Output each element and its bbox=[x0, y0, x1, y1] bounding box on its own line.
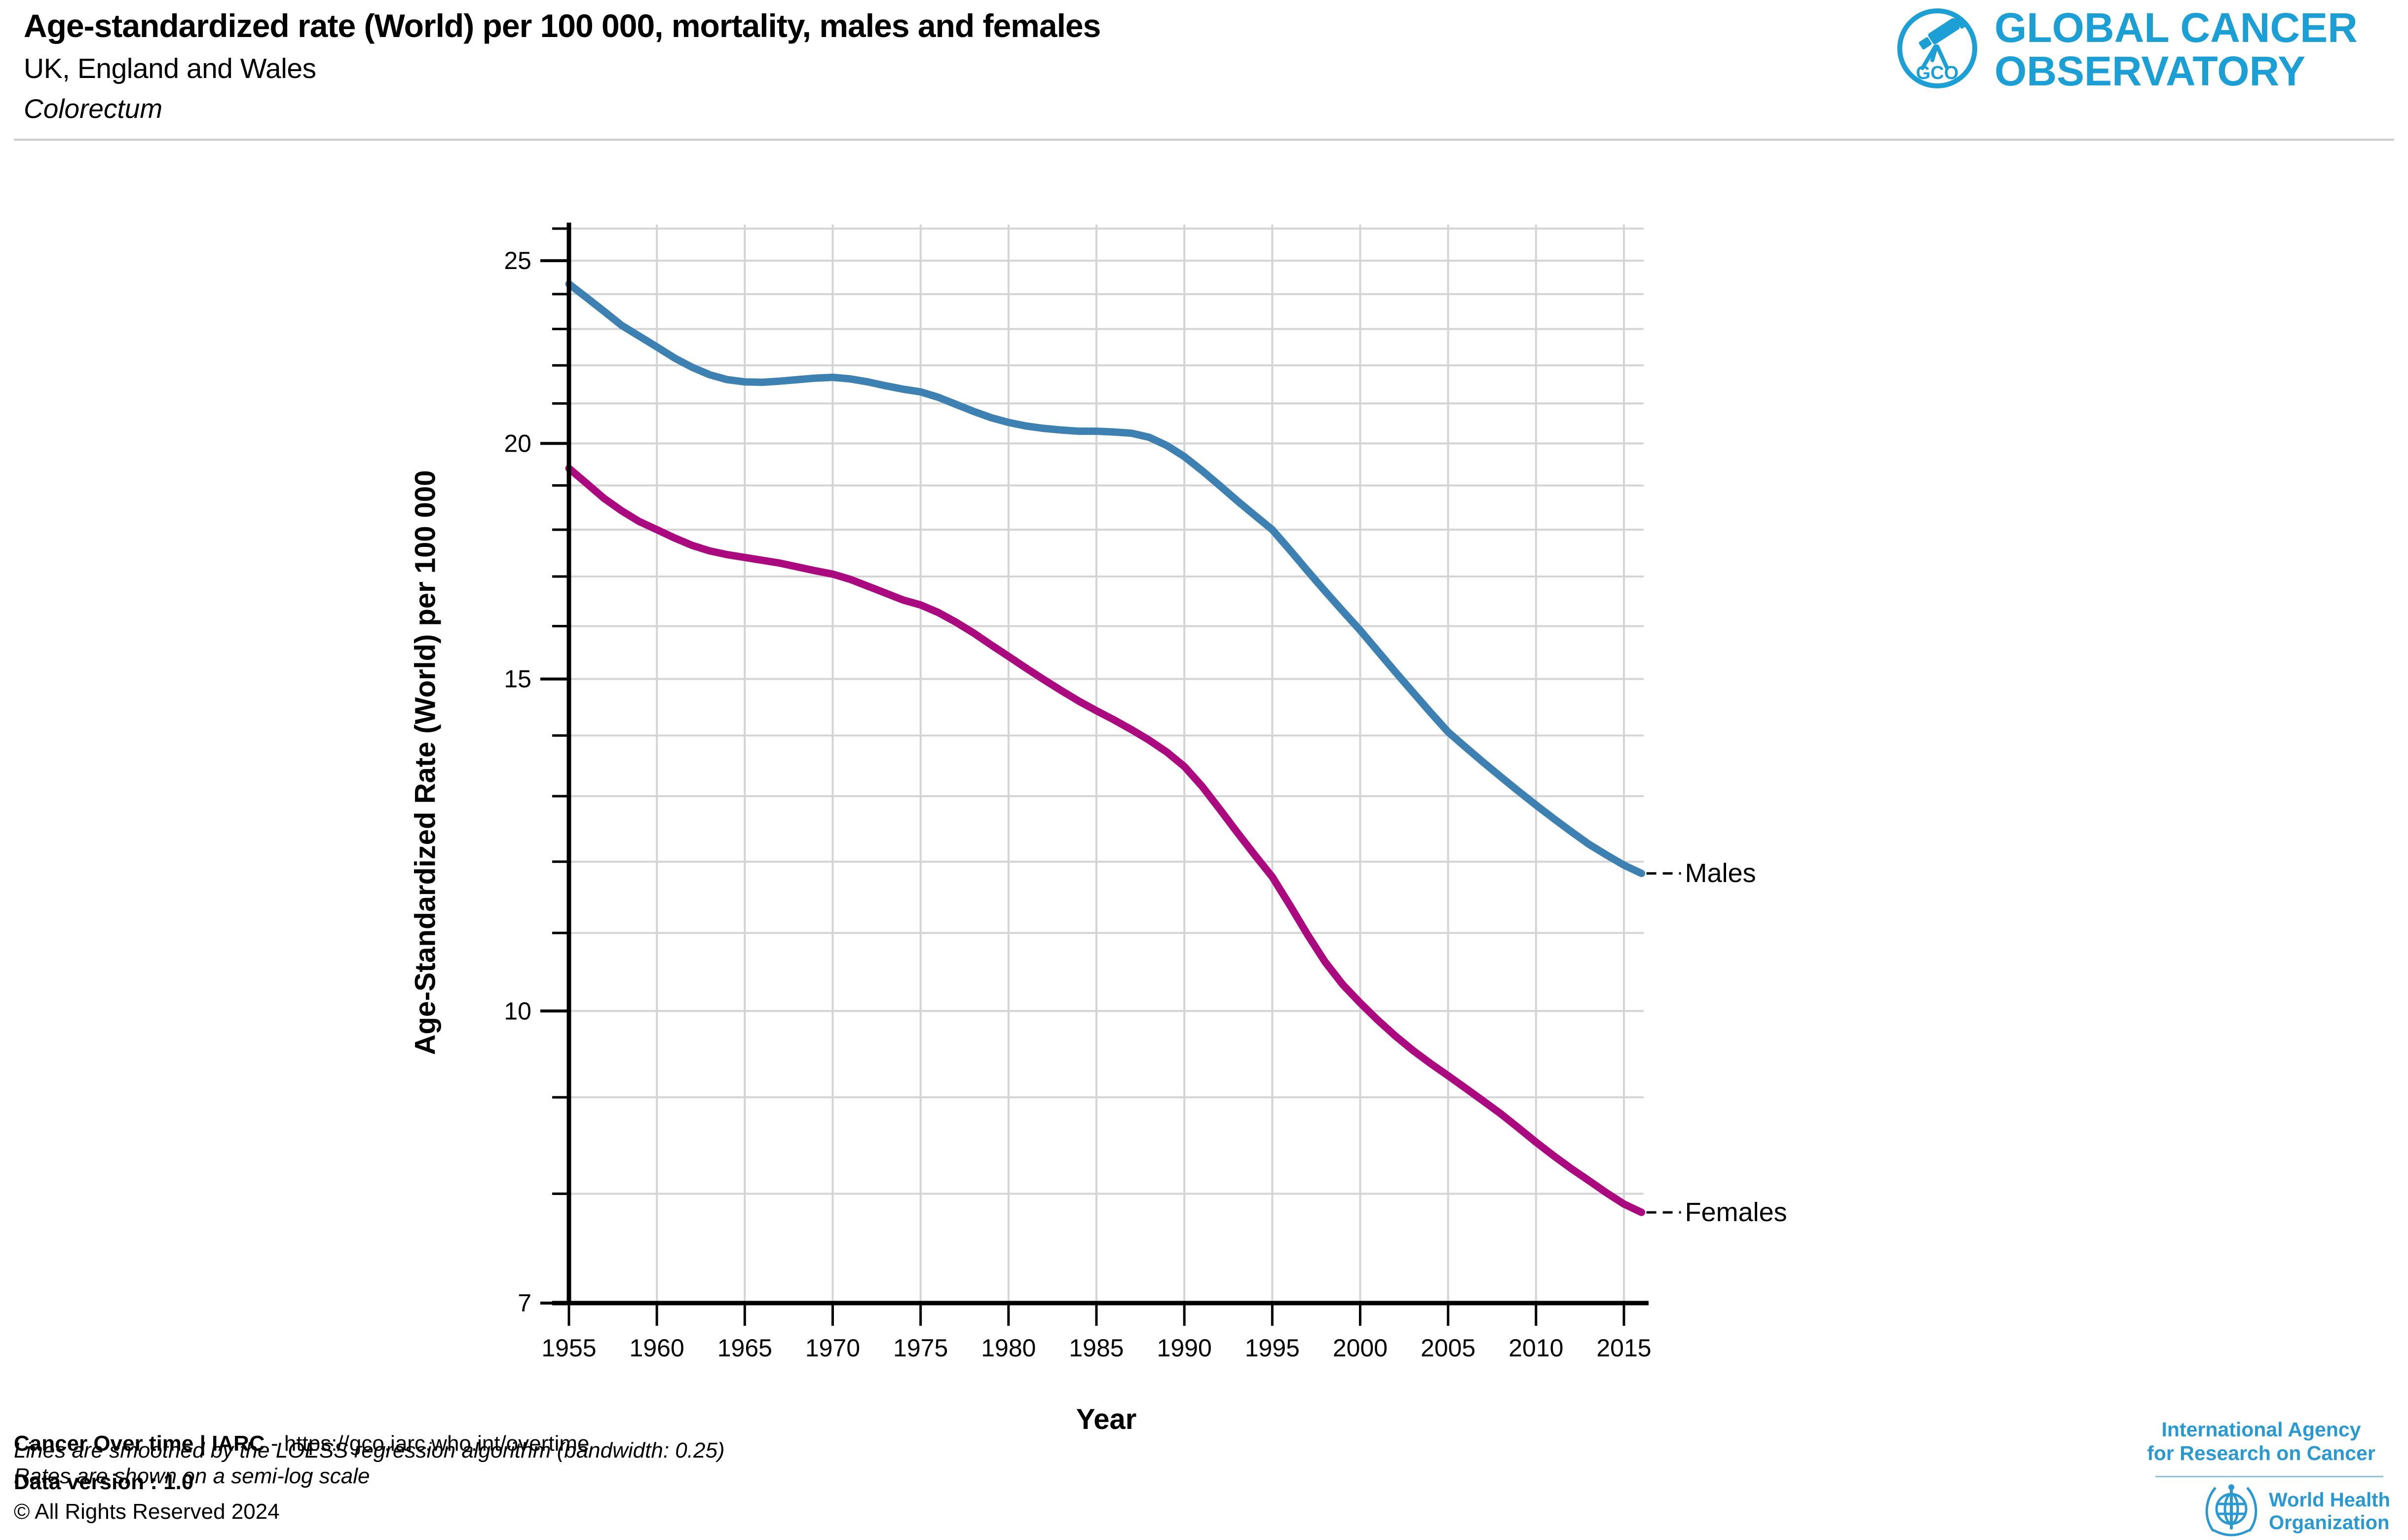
who-line2: Organization bbox=[2269, 1512, 2390, 1534]
footer-data-version: Data version : 1.0 bbox=[14, 1470, 194, 1494]
x-tick-label: 2000 bbox=[1333, 1334, 1388, 1362]
x-tick-label: 2010 bbox=[1508, 1334, 1563, 1362]
x-tick-label: 1960 bbox=[630, 1334, 684, 1362]
who-line1: World Health bbox=[2269, 1489, 2390, 1511]
series-line-males bbox=[565, 280, 1646, 877]
series-label-males: Males bbox=[1685, 858, 1756, 888]
y-tick-label: 25 bbox=[504, 247, 531, 274]
y-tick-label: 15 bbox=[504, 665, 531, 693]
iarc-line1: International Agency bbox=[2161, 1418, 2361, 1441]
x-tick-label: 2015 bbox=[1596, 1334, 1651, 1362]
cancer-site-label: Colorectum bbox=[24, 93, 163, 124]
y-tick-label: 20 bbox=[504, 429, 531, 457]
iarc-wordmark: International Agency for Research on Can… bbox=[2137, 1418, 2386, 1465]
footer-note-semilog: Rates are shown on a semi-log scale bbox=[14, 1464, 370, 1488]
x-tick-label: 1985 bbox=[1069, 1334, 1124, 1362]
x-tick-label: 1975 bbox=[893, 1334, 948, 1362]
svg-text:GCO: GCO bbox=[1916, 63, 1959, 83]
x-axis-title: Year bbox=[1076, 1403, 1137, 1435]
x-tick-label: 1970 bbox=[805, 1334, 860, 1362]
gco-telescope-icon: GCO bbox=[1897, 8, 1977, 88]
footer-source-line: Cancer Over time | IARC - https://gco.ia… bbox=[14, 1431, 590, 1456]
x-tick-label: 1965 bbox=[717, 1334, 772, 1362]
footer-note-loess: Lines are smoothed by the LOESS regressi… bbox=[14, 1438, 725, 1463]
who-wordmark: World Health Organization bbox=[2269, 1489, 2390, 1534]
header-divider bbox=[14, 139, 2394, 141]
x-tick-label: 1990 bbox=[1157, 1334, 1212, 1362]
gco-logo-line1: GLOBAL CANCER bbox=[1994, 4, 2358, 51]
x-tick-label: 1995 bbox=[1245, 1334, 1300, 1362]
x-tick-label: 1980 bbox=[981, 1334, 1036, 1362]
series-label-females: Females bbox=[1685, 1197, 1787, 1228]
x-tick-label: 1955 bbox=[541, 1334, 596, 1362]
series-line-females bbox=[565, 464, 1646, 1216]
iarc-who-divider bbox=[2155, 1476, 2383, 1477]
iarc-line2: for Research on Cancer bbox=[2147, 1442, 2375, 1464]
y-tick-label: 7 bbox=[518, 1289, 531, 1317]
y-tick-label: 10 bbox=[504, 997, 531, 1025]
footer-copyright: © All Rights Reserved 2024 bbox=[14, 1500, 280, 1524]
gco-logo-line2: OBSERVATORY bbox=[1994, 48, 2306, 94]
page-subtitle-population: UK, England and Wales bbox=[24, 53, 316, 84]
footer-source-bold: Cancer Over time | IARC bbox=[14, 1431, 265, 1456]
who-emblem-icon bbox=[2205, 1484, 2258, 1537]
footer-source-url: - https://gco.iarc.who.int/overtime bbox=[264, 1431, 590, 1456]
y-axis-title: Age-Standardized Rate (World) per 100 00… bbox=[409, 470, 442, 1055]
page-title: Age-standardized rate (World) per 100 00… bbox=[24, 7, 1101, 44]
x-tick-label: 2005 bbox=[1421, 1334, 1475, 1362]
gco-logo: GCO GLOBAL CANCER OBSERVATORY bbox=[1894, 5, 2387, 104]
